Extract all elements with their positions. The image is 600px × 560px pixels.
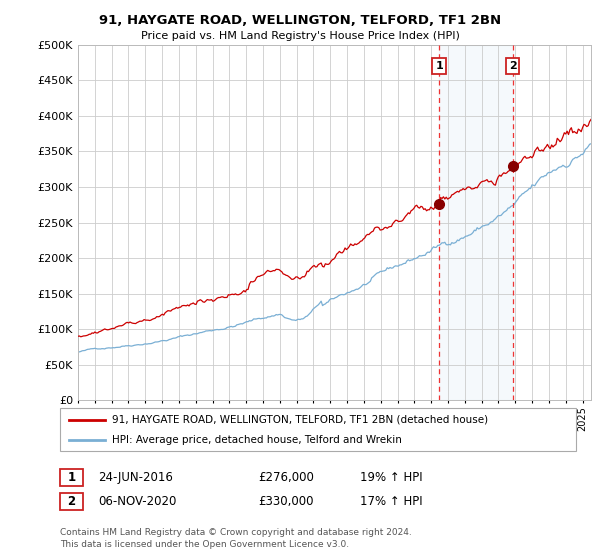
Text: 2: 2 [67,494,76,508]
Text: 06-NOV-2020: 06-NOV-2020 [98,494,176,508]
Text: £276,000: £276,000 [258,470,314,484]
Text: 1: 1 [435,61,443,71]
Text: 19% ↑ HPI: 19% ↑ HPI [360,470,422,484]
Text: £330,000: £330,000 [258,494,314,508]
Text: Price paid vs. HM Land Registry's House Price Index (HPI): Price paid vs. HM Land Registry's House … [140,31,460,41]
Text: 91, HAYGATE ROAD, WELLINGTON, TELFORD, TF1 2BN: 91, HAYGATE ROAD, WELLINGTON, TELFORD, T… [99,14,501,27]
Text: This data is licensed under the Open Government Licence v3.0.: This data is licensed under the Open Gov… [60,540,349,549]
Text: HPI: Average price, detached house, Telford and Wrekin: HPI: Average price, detached house, Telf… [112,435,402,445]
Bar [439,45,512,400]
Text: 2: 2 [509,61,517,71]
Text: 1: 1 [67,470,76,484]
Text: Contains HM Land Registry data © Crown copyright and database right 2024.: Contains HM Land Registry data © Crown c… [60,528,412,536]
Text: 24-JUN-2016: 24-JUN-2016 [98,470,173,484]
Text: 91, HAYGATE ROAD, WELLINGTON, TELFORD, TF1 2BN (detached house): 91, HAYGATE ROAD, WELLINGTON, TELFORD, T… [112,415,488,424]
Text: 17% ↑ HPI: 17% ↑ HPI [360,494,422,508]
